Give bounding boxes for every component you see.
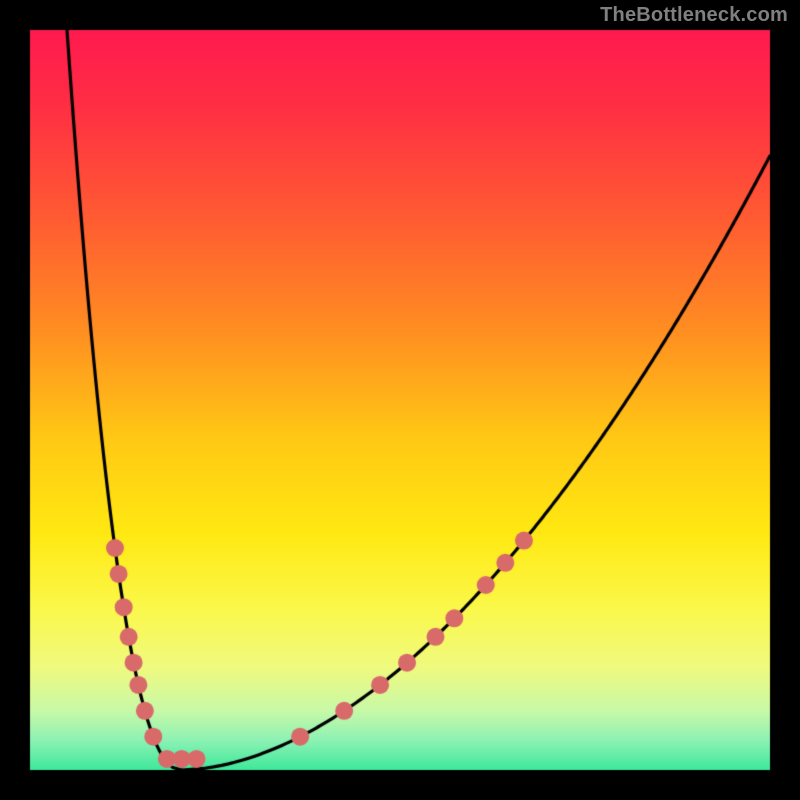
attribution-label: TheBottleneck.com (600, 4, 788, 27)
chart-container: TheBottleneck.com (0, 0, 800, 800)
bottleneck-chart-canvas (0, 0, 800, 800)
